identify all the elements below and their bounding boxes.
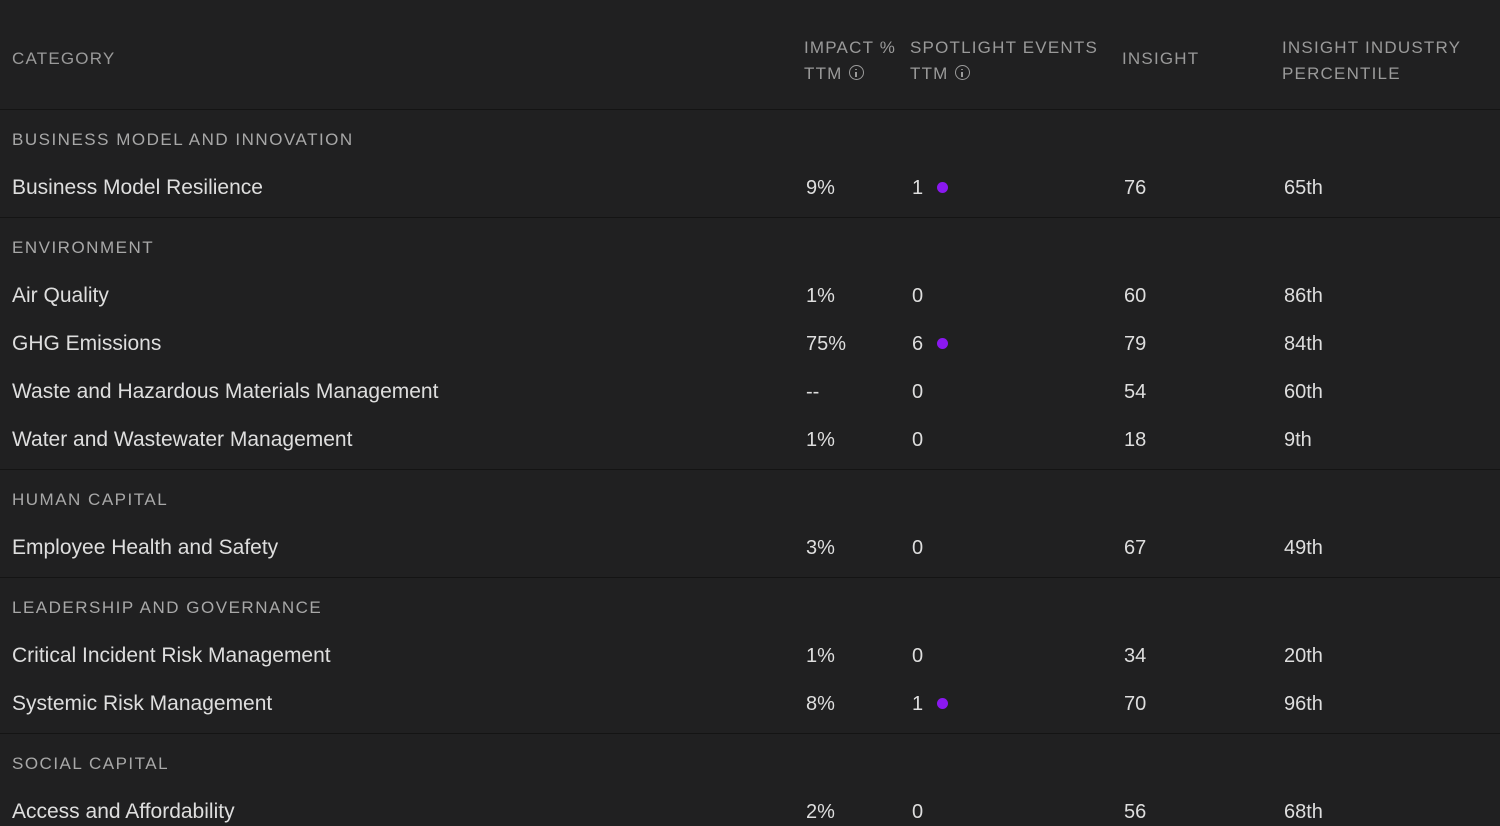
table-row[interactable]: GHG Emissions 75% 6 79 84th [0,320,1500,368]
insight-value: 76 [1124,177,1147,199]
spotlight-events-cell: 0 [912,368,923,416]
header-category[interactable]: CATEGORY [12,46,115,72]
table-row[interactable]: Air Quality 1% 0 60 86th [0,272,1500,320]
group-title: SOCIAL CAPITAL [12,754,170,773]
spotlight-events-cell: 0 [912,632,923,680]
insight-percentile-value: 20th [1284,645,1323,667]
impact-value: 8% [806,693,835,715]
spotlight-events-value: 0 [912,645,924,667]
insight-percentile-value: 68th [1284,801,1323,823]
spotlight-dot-icon [937,698,949,709]
table-row[interactable]: Systemic Risk Management 8% 1 70 96th [0,680,1500,728]
category-name: Water and Wastewater Management [12,428,353,451]
table-row[interactable]: Employee Health and Safety 3% 0 67 49th [0,524,1500,572]
group-title: HUMAN CAPITAL [12,490,169,509]
category-name: GHG Emissions [12,332,162,355]
category-group: ENVIRONMENT Air Quality 1% 0 60 86th GHG Emiss… [0,218,1500,470]
insight-percentile-value: 84th [1284,333,1323,355]
spotlight-events-value: 0 [912,537,924,559]
category-name: Systemic Risk Management [12,692,273,715]
impact-value: 75% [806,333,847,355]
insight-percentile-value: 96th [1284,693,1323,715]
category-group: BUSINESS MODEL AND INNOVATION Business Mo… [0,110,1500,218]
category-name: Employee Health and Safety [12,536,279,559]
category-name: Critical Incident Risk Management [12,644,331,667]
group-title: ENVIRONMENT [12,238,155,257]
spotlight-events-value: 0 [912,429,924,451]
spotlight-events-cell: 1 [912,680,949,728]
table-row[interactable]: Water and Wastewater Management 1% 0 18 9th [0,416,1500,464]
table-header: CATEGORY IMPACT % TTM SPOTLIGHT EVENTS T… [0,0,1500,110]
impact-value: 2% [806,801,835,823]
impact-value: 1% [806,285,835,307]
info-icon[interactable] [954,65,970,80]
spotlight-events-value: 0 [912,381,924,403]
insight-value: 34 [1124,645,1147,667]
spotlight-events-value: 1 [912,693,924,715]
header-spotlight-label: SPOTLIGHT EVENTS [910,38,1098,57]
impact-value: 9% [806,177,835,199]
table-row[interactable]: Business Model Resilience 9% 1 76 65th [0,164,1500,212]
spotlight-events-cell: 0 [912,788,923,826]
category-name: Air Quality [12,284,109,307]
header-impact-label-ttm: TTM [804,64,843,83]
spotlight-events-cell: 0 [912,524,923,572]
header-percentile-label-2: PERCENTILE [1282,64,1401,83]
spotlight-events-cell: 0 [912,416,923,464]
insight-percentile-value: 60th [1284,381,1323,403]
spotlight-events-value: 1 [912,177,924,199]
header-category-label: CATEGORY [12,49,116,68]
insight-value: 79 [1124,333,1147,355]
header-insight[interactable]: INSIGHT [1122,46,1199,72]
insight-value: 56 [1124,801,1147,823]
impact-value: 1% [806,429,835,451]
header-insight-percentile[interactable]: INSIGHT INDUSTRY PERCENTILE [1282,35,1461,87]
impact-value: 1% [806,645,835,667]
spotlight-dot-icon [937,338,949,349]
group-title: LEADERSHIP AND GOVERNANCE [12,598,323,617]
spotlight-events-cell: 0 [912,272,923,320]
header-impact-label: IMPACT % [804,38,897,57]
insight-value: 54 [1124,381,1147,403]
header-impact[interactable]: IMPACT % TTM [804,35,896,87]
header-spotlight-events[interactable]: SPOTLIGHT EVENTS TTM [910,35,1098,87]
category-group: LEADERSHIP AND GOVERNANCE Critical Incide… [0,578,1500,734]
insight-value: 67 [1124,537,1147,559]
category-group: HUMAN CAPITAL Employee Health and Safety 3… [0,470,1500,578]
category-name: Waste and Hazardous Materials Management [12,380,439,403]
group-title: BUSINESS MODEL AND INNOVATION [12,130,354,149]
header-spotlight-label-ttm: TTM [910,64,949,83]
table-body: BUSINESS MODEL AND INNOVATION Business Mo… [0,110,1500,826]
impact-value: 3% [806,537,835,559]
header-percentile-label: INSIGHT INDUSTRY [1282,38,1462,57]
header-insight-label: INSIGHT [1122,49,1200,68]
table-row[interactable]: Waste and Hazardous Materials Management… [0,368,1500,416]
insight-value: 70 [1124,693,1147,715]
table-row[interactable]: Access and Affordability 2% 0 56 68th [0,788,1500,826]
insight-percentile-value: 65th [1284,177,1323,199]
spotlight-events-value: 6 [912,333,924,355]
info-icon[interactable] [848,65,864,80]
table-row[interactable]: Critical Incident Risk Management 1% 0 34 20… [0,632,1500,680]
category-name: Access and Affordability [12,800,235,823]
insight-percentile-value: 9th [1284,429,1312,451]
spotlight-events-cell: 6 [912,320,949,368]
category-name: Business Model Resilience [12,176,263,199]
spotlight-dot-icon [937,182,949,193]
category-group: SOCIAL CAPITAL Access and Affordability 2%… [0,734,1500,826]
spotlight-events-cell: 1 [912,164,949,212]
spotlight-events-value: 0 [912,285,924,307]
insight-value: 18 [1124,429,1147,451]
insight-percentile-value: 49th [1284,537,1323,559]
impact-value: -- [806,381,820,403]
spotlight-events-value: 0 [912,801,924,823]
insight-value: 60 [1124,285,1147,307]
insight-percentile-value: 86th [1284,285,1323,307]
